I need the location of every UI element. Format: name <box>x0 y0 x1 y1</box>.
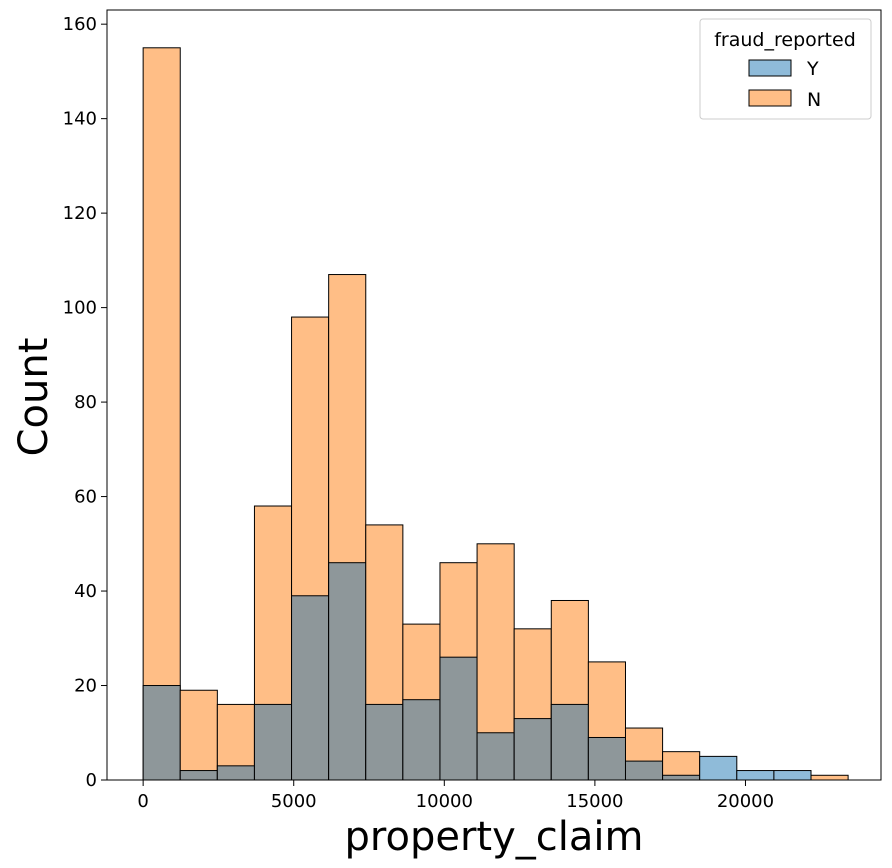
y-tick-label: 140 <box>63 109 97 130</box>
legend: fraud_reported Y N <box>699 18 872 120</box>
bar-y-17 <box>773 770 812 781</box>
y-tick-label: 120 <box>63 203 97 224</box>
bar-y-7 <box>402 699 441 781</box>
bars-layer <box>142 47 849 781</box>
y-tick-label: 160 <box>63 14 97 35</box>
y-axis-ticks: 0 20 40 60 80 100 120 140 160 <box>63 14 107 791</box>
bar-y-14 <box>662 774 701 781</box>
bar-y-4 <box>291 595 330 781</box>
legend-title: fraud_reported <box>714 29 856 51</box>
bar-y-6 <box>365 703 404 781</box>
y-tick-label: 80 <box>74 392 97 413</box>
bar-y-12 <box>587 736 626 781</box>
bar-y-2 <box>216 765 255 781</box>
y-tick-label: 20 <box>74 676 97 697</box>
bar-y-8 <box>439 656 478 781</box>
x-tick-label: 0 <box>137 791 148 812</box>
bar-y-16 <box>736 770 775 781</box>
bar-y-10 <box>513 718 552 781</box>
y-tick-label: 40 <box>74 581 97 602</box>
x-tick-label: 10000 <box>416 791 473 812</box>
legend-swatch-y <box>748 59 792 77</box>
bar-n-18 <box>810 774 849 781</box>
x-tick-label: 20000 <box>717 791 774 812</box>
x-tick-label: 15000 <box>566 791 623 812</box>
bar-y-11 <box>550 703 589 781</box>
y-tick-label: 0 <box>86 770 97 791</box>
legend-label-n: N <box>807 89 821 111</box>
legend-swatch-n <box>748 89 792 107</box>
y-axis-title: Count <box>11 338 57 457</box>
bar-y-0 <box>142 685 181 781</box>
bar-y-3 <box>253 703 293 781</box>
plot-frame <box>106 9 882 781</box>
bar-y-5 <box>328 562 367 781</box>
bar-n-0 <box>142 47 181 781</box>
bar-y-9 <box>476 732 515 781</box>
bar-n-1 <box>179 689 218 781</box>
bar-y-1 <box>179 770 218 781</box>
y-tick-label: 60 <box>74 487 97 508</box>
y-tick-label: 100 <box>63 298 97 319</box>
x-tick-label: 5000 <box>271 791 317 812</box>
x-axis-ticks: 0 5000 10000 15000 20000 <box>137 780 774 812</box>
bar-y-13 <box>624 760 664 781</box>
bar-y-15 <box>699 755 738 781</box>
legend-label-y: Y <box>806 58 819 80</box>
x-axis-title: property_claim <box>345 814 644 860</box>
